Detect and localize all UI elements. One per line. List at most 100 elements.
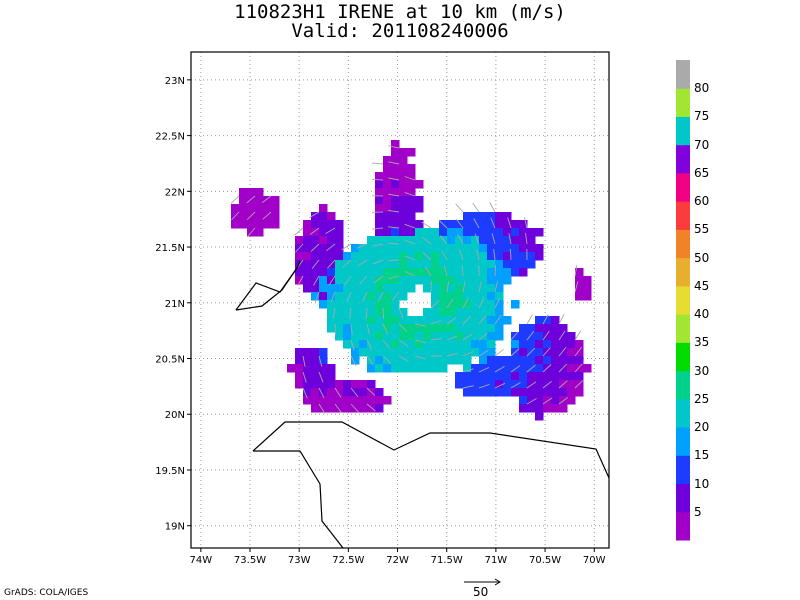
wind-cell bbox=[431, 252, 440, 261]
wind-cell bbox=[391, 268, 400, 277]
wind-cell bbox=[327, 372, 336, 381]
colorbar-label: 35 bbox=[694, 335, 710, 350]
wind-vector bbox=[330, 291, 336, 303]
wind-cell bbox=[495, 292, 504, 301]
wind-vector bbox=[372, 162, 384, 165]
wind-cell bbox=[455, 380, 464, 389]
wind-cell bbox=[551, 324, 560, 333]
wind-cell bbox=[391, 252, 400, 261]
wind-cell bbox=[359, 244, 368, 253]
wind-cell bbox=[471, 212, 480, 221]
wind-cell bbox=[447, 268, 456, 277]
wind-cell bbox=[439, 292, 448, 301]
wind-vector bbox=[526, 398, 537, 405]
wind-cell bbox=[439, 364, 448, 373]
wind-cell bbox=[407, 172, 416, 181]
wind-cell bbox=[455, 244, 464, 253]
wind-cell bbox=[463, 364, 472, 373]
wind-cell bbox=[311, 388, 320, 397]
wind-cell bbox=[391, 332, 400, 341]
wind-cell bbox=[295, 236, 304, 245]
tick-label-lon: 73.5W bbox=[234, 555, 266, 566]
wind-cell bbox=[559, 388, 568, 397]
wind-cell bbox=[503, 380, 512, 389]
tick-label-lat: 23N bbox=[165, 76, 185, 87]
tick-label-lat: 21.5N bbox=[155, 243, 185, 254]
wind-cell bbox=[583, 284, 592, 293]
wind-cell bbox=[439, 228, 448, 237]
wind-vector bbox=[542, 330, 550, 341]
wind-cell bbox=[407, 228, 416, 237]
colorbar-swatch bbox=[676, 455, 690, 485]
wind-vector bbox=[365, 307, 368, 320]
wind-cell bbox=[263, 212, 272, 221]
wind-cell bbox=[319, 204, 328, 213]
wind-cell bbox=[463, 212, 472, 221]
wind-cell bbox=[359, 260, 368, 269]
wind-cell bbox=[407, 316, 416, 325]
wind-cell bbox=[391, 180, 400, 189]
wind-cell bbox=[551, 364, 560, 373]
wind-cell bbox=[503, 364, 512, 373]
wind-cell bbox=[343, 252, 352, 261]
wind-cell bbox=[399, 292, 408, 301]
wind-vector bbox=[325, 227, 336, 235]
wind-cell bbox=[335, 260, 344, 269]
wind-cell bbox=[431, 292, 440, 301]
wind-cell bbox=[319, 364, 328, 373]
wind-cell bbox=[503, 212, 512, 221]
wind-vector bbox=[350, 403, 359, 413]
wind-cell bbox=[327, 404, 336, 413]
wind-cell bbox=[383, 332, 392, 341]
wind-cell bbox=[367, 260, 376, 269]
wind-vector bbox=[382, 307, 385, 320]
colorbar-swatch bbox=[676, 314, 690, 343]
wind-cell bbox=[487, 380, 496, 389]
wind-cell bbox=[455, 236, 464, 245]
wind-cell bbox=[487, 356, 496, 365]
wind-cell bbox=[439, 276, 448, 285]
wind-cell bbox=[455, 252, 464, 261]
wind-cell bbox=[367, 324, 376, 333]
colorbar-label: 25 bbox=[694, 391, 710, 406]
wind-cell bbox=[383, 204, 392, 213]
wind-cell bbox=[319, 372, 328, 381]
wind-cell bbox=[327, 396, 336, 405]
wind-cell bbox=[495, 332, 504, 341]
wind-cell bbox=[303, 236, 312, 245]
wind-cell bbox=[375, 404, 384, 413]
wind-cell bbox=[503, 276, 512, 285]
wind-cell bbox=[359, 388, 368, 397]
wind-cell bbox=[343, 388, 352, 397]
wind-cell bbox=[567, 356, 576, 365]
wind-cell bbox=[367, 292, 376, 301]
wind-cell bbox=[367, 284, 376, 293]
wind-cell bbox=[407, 212, 416, 221]
wind-vector bbox=[478, 281, 482, 293]
wind-vector bbox=[388, 145, 400, 149]
colorbar-label: 70 bbox=[694, 137, 710, 152]
colorbar-swatch bbox=[676, 88, 690, 117]
wind-cell bbox=[375, 284, 384, 293]
wind-cell bbox=[543, 340, 552, 349]
wind-cell bbox=[471, 348, 480, 357]
wind-cell bbox=[535, 380, 544, 389]
wind-cell bbox=[359, 284, 368, 293]
wind-cell bbox=[359, 404, 368, 413]
wind-vector bbox=[509, 248, 512, 261]
grads-credit: GrADS: COLA/IGES bbox=[4, 588, 89, 598]
wind-cell bbox=[255, 228, 264, 237]
wind-cell bbox=[367, 276, 376, 285]
wind-cell bbox=[311, 372, 320, 381]
wind-cell bbox=[367, 396, 376, 405]
wind-cell bbox=[343, 340, 352, 349]
wind-cell bbox=[391, 364, 400, 373]
wind-cell bbox=[359, 396, 368, 405]
wind-cell bbox=[407, 324, 416, 333]
wind-cell bbox=[567, 340, 576, 349]
wind-cell bbox=[415, 324, 424, 333]
wind-cell bbox=[399, 196, 408, 205]
wind-cell bbox=[423, 268, 432, 277]
wind-cell bbox=[519, 340, 528, 349]
wind-cell bbox=[311, 236, 320, 245]
